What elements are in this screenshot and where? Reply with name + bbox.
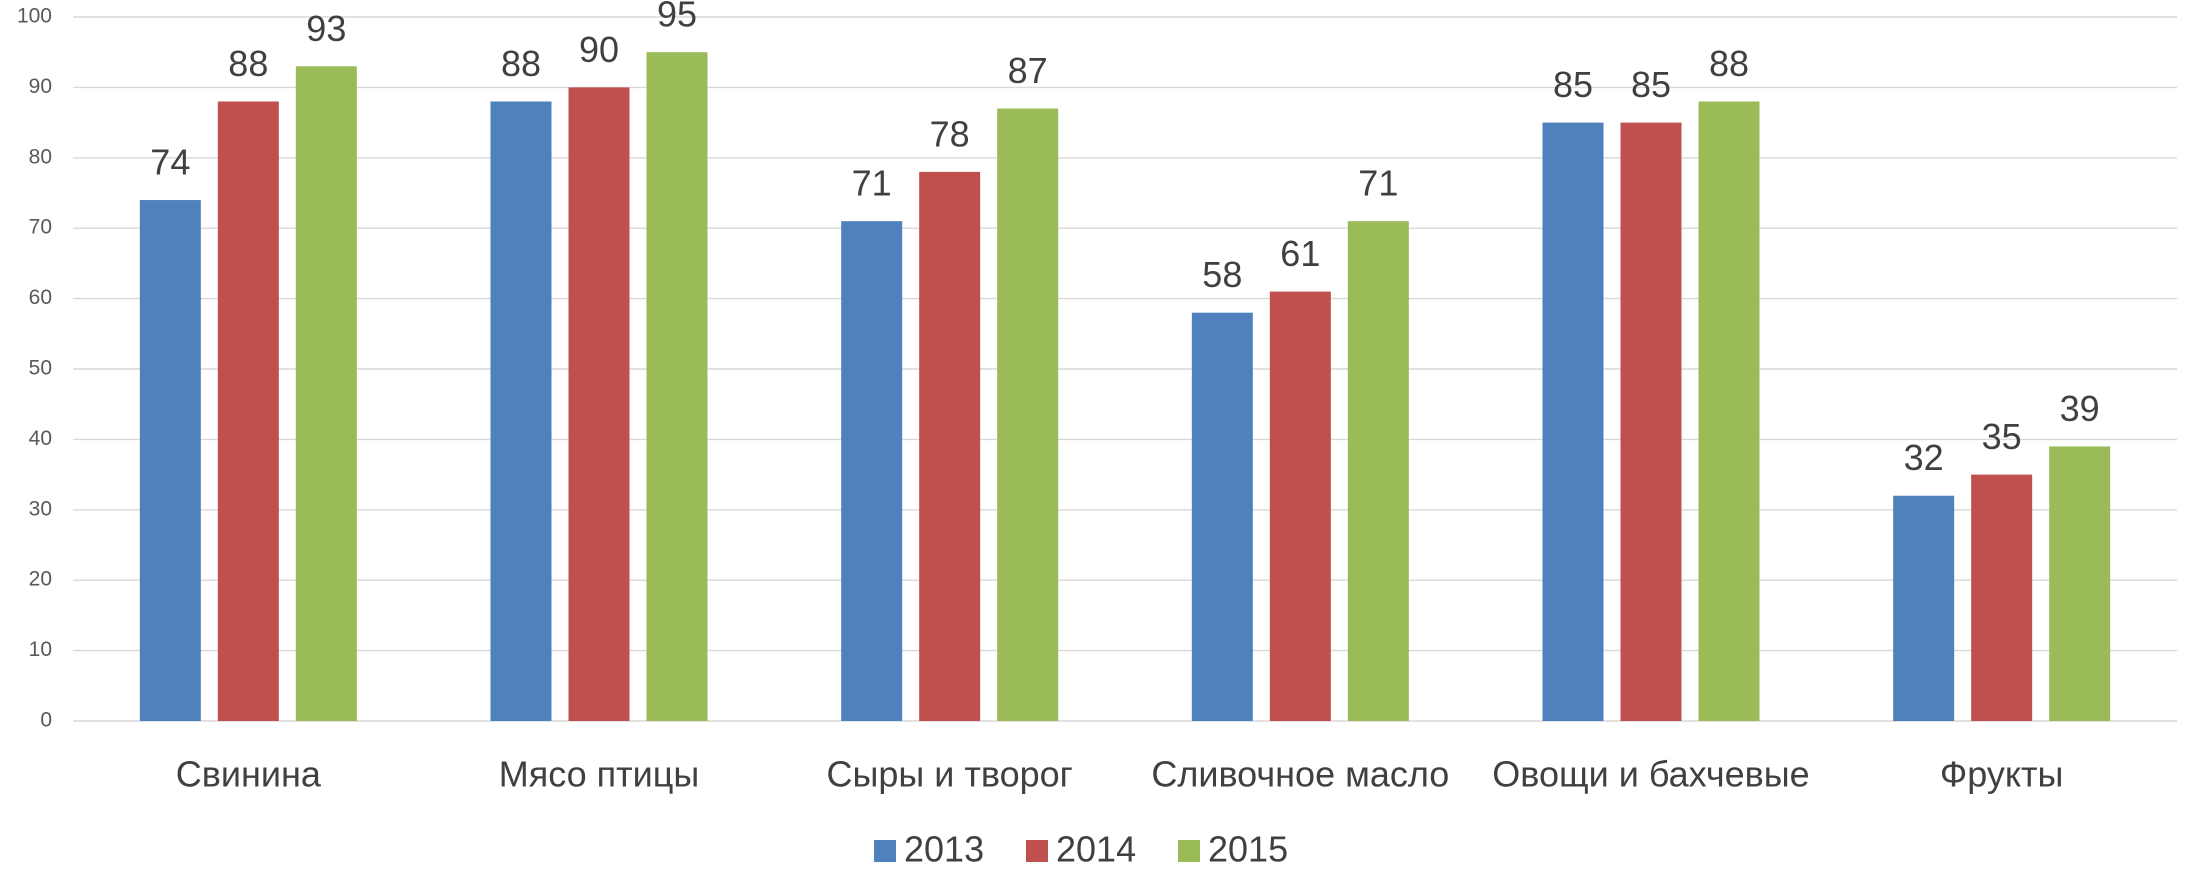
bar xyxy=(1542,122,1604,722)
bar xyxy=(139,200,201,722)
data-label: 88 xyxy=(501,43,541,84)
data-label: 87 xyxy=(1008,50,1048,91)
data-label: 90 xyxy=(579,29,619,70)
legend-label: 2015 xyxy=(1208,829,1288,869)
y-tick-label: 20 xyxy=(29,568,52,591)
data-label: 85 xyxy=(1631,64,1671,105)
bar xyxy=(2049,446,2111,721)
y-tick-label: 90 xyxy=(29,75,52,98)
data-label: 71 xyxy=(1358,163,1398,204)
bar xyxy=(841,221,903,721)
data-label: 85 xyxy=(1553,64,1593,105)
y-tick-label: 70 xyxy=(29,216,52,239)
legend-swatch xyxy=(874,840,896,862)
data-label: 35 xyxy=(1982,416,2022,457)
bar xyxy=(919,171,981,721)
bar xyxy=(1620,122,1682,722)
y-tick-label: 30 xyxy=(29,497,52,520)
bar xyxy=(1698,101,1760,722)
bar xyxy=(490,101,552,722)
data-label: 39 xyxy=(2060,388,2100,429)
x-tick-label: Сливочное масло xyxy=(1151,754,1449,795)
legend-swatch xyxy=(1026,840,1048,862)
x-tick-label: Сыры и творог xyxy=(827,754,1073,795)
legend-label: 2013 xyxy=(904,829,984,869)
y-tick-label: 10 xyxy=(29,638,52,661)
bar xyxy=(1893,495,1955,721)
data-label: 61 xyxy=(1280,233,1320,274)
data-label: 88 xyxy=(1709,43,1749,84)
y-tick-label: 100 xyxy=(17,5,52,28)
bar xyxy=(568,87,630,721)
bar xyxy=(1347,221,1409,721)
bar xyxy=(1269,291,1331,721)
legend-label: 2014 xyxy=(1056,829,1136,869)
data-label: 88 xyxy=(228,43,268,84)
y-tick-label: 0 xyxy=(40,709,52,732)
y-tick-label: 60 xyxy=(29,286,52,309)
bar xyxy=(646,52,708,721)
x-tick-label: Мясо птицы xyxy=(499,754,700,795)
bar xyxy=(997,108,1059,721)
x-tick-label: Свинина xyxy=(176,754,322,795)
x-tick-label: Фрукты xyxy=(1940,754,2064,795)
bar xyxy=(1191,312,1253,721)
data-label: 95 xyxy=(657,0,697,35)
legend-swatch xyxy=(1178,840,1200,862)
y-tick-label: 50 xyxy=(29,357,52,380)
data-label: 93 xyxy=(306,8,346,49)
data-label: 74 xyxy=(150,142,190,183)
bar xyxy=(1971,474,2033,721)
data-label: 71 xyxy=(852,163,892,204)
bar xyxy=(295,66,357,721)
data-label: 78 xyxy=(930,113,970,154)
data-label: 58 xyxy=(1202,254,1242,295)
data-label: 32 xyxy=(1904,437,1944,478)
y-tick-label: 40 xyxy=(29,427,52,450)
x-tick-label: Овощи и бахчевые xyxy=(1492,754,1809,795)
y-tick-label: 80 xyxy=(29,145,52,168)
bar xyxy=(217,101,279,722)
